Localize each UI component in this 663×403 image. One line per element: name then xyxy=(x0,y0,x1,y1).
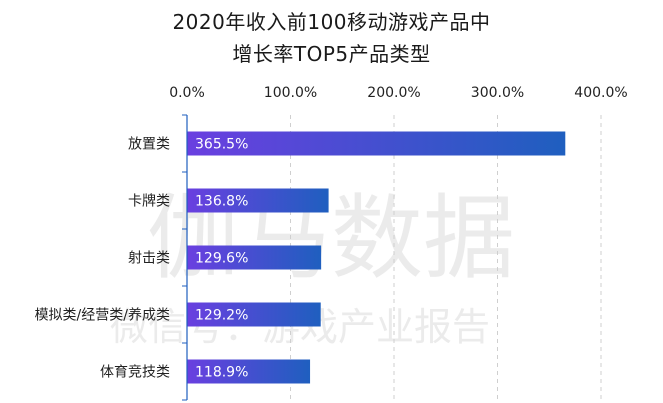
chart-title-line1: 2020年收入前100移动游戏产品中 xyxy=(172,10,491,34)
value-label: 365.5% xyxy=(195,137,248,153)
bar xyxy=(187,188,329,213)
x-tick-label: 100.0% xyxy=(264,85,317,101)
value-label: 118.9% xyxy=(195,365,248,381)
value-label: 136.8% xyxy=(195,194,248,210)
bar xyxy=(187,131,566,156)
value-label: 129.2% xyxy=(195,308,248,324)
bar xyxy=(187,245,322,270)
x-tick-label: 200.0% xyxy=(367,85,420,101)
category-label: 体育竞技类 xyxy=(100,364,170,381)
category-label: 卡牌类 xyxy=(128,193,170,210)
category-label: 放置类 xyxy=(128,137,170,153)
x-tick-label: 400.0% xyxy=(574,85,627,101)
value-label: 129.6% xyxy=(195,251,248,267)
category-label: 模拟类/经营类/养成类 xyxy=(35,308,170,324)
x-tick-label: 300.0% xyxy=(471,85,524,101)
chart-title-line2: 增长率TOP5产品类型 xyxy=(232,42,431,66)
bar xyxy=(187,302,321,327)
bar xyxy=(187,359,311,384)
category-label: 射击类 xyxy=(128,251,170,267)
x-tick-label: 0.0% xyxy=(169,85,205,101)
